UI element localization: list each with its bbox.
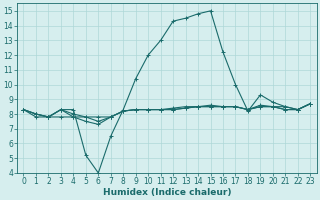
X-axis label: Humidex (Indice chaleur): Humidex (Indice chaleur) bbox=[103, 188, 231, 197]
